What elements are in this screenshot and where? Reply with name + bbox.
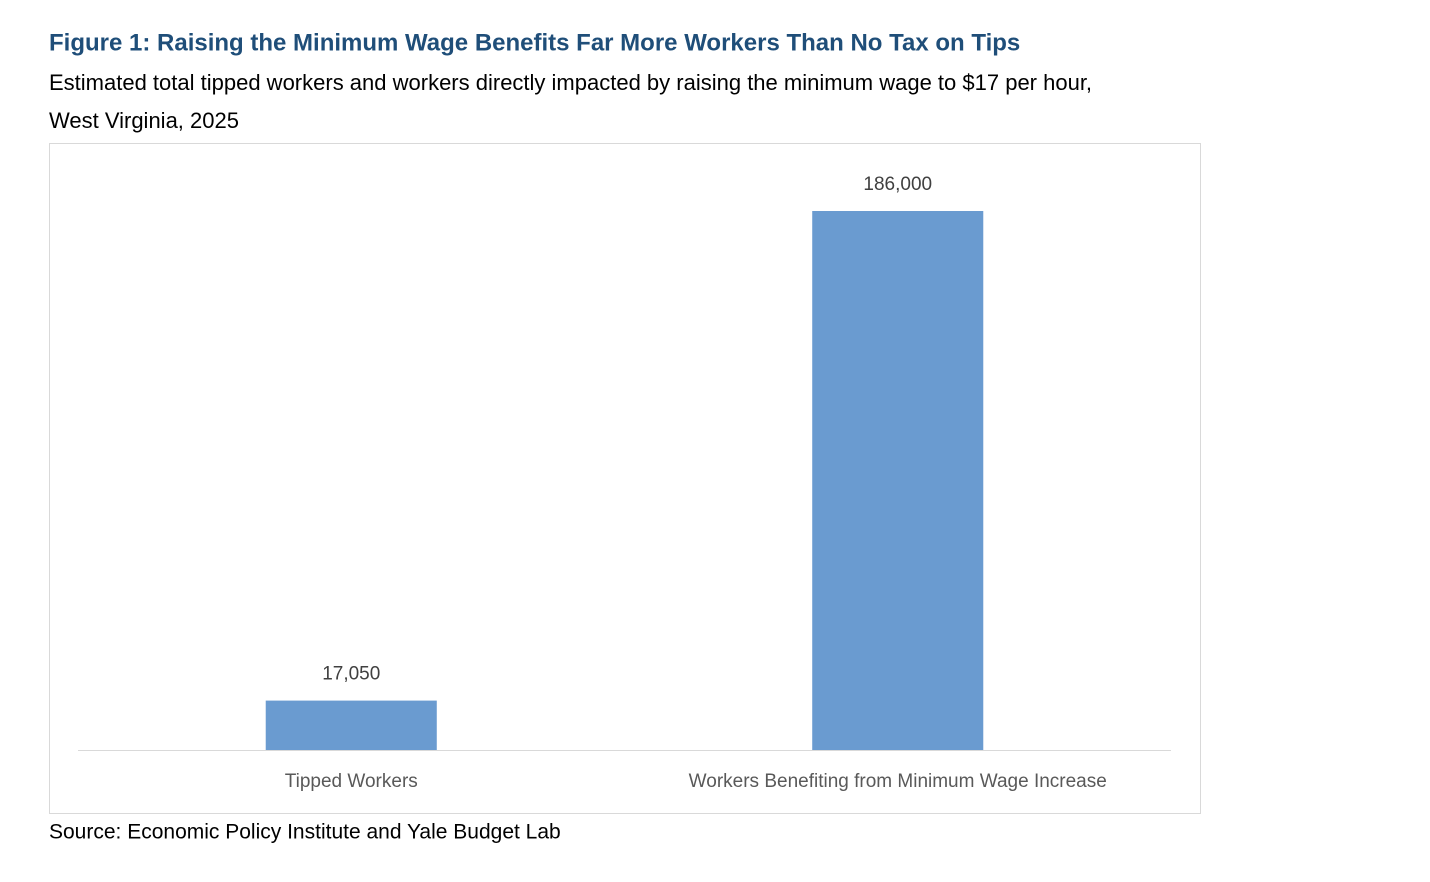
bar — [812, 211, 984, 750]
chart-subtitle: West Virginia, 2025 — [49, 108, 239, 133]
data-label: 186,000 — [863, 174, 932, 195]
chart-subtitle: Estimated total tipped workers and worke… — [49, 70, 1092, 95]
bar — [265, 700, 437, 750]
data-label: 17,050 — [322, 664, 380, 685]
source-note: Source: Economic Policy Institute and Ya… — [49, 821, 561, 844]
plot-frame — [49, 143, 1201, 814]
x-tick-label: Tipped Workers — [285, 771, 418, 792]
x-tick-label: Workers Benefiting from Minimum Wage Inc… — [689, 771, 1107, 792]
chart-title: Figure 1: Raising the Minimum Wage Benef… — [49, 29, 1020, 56]
